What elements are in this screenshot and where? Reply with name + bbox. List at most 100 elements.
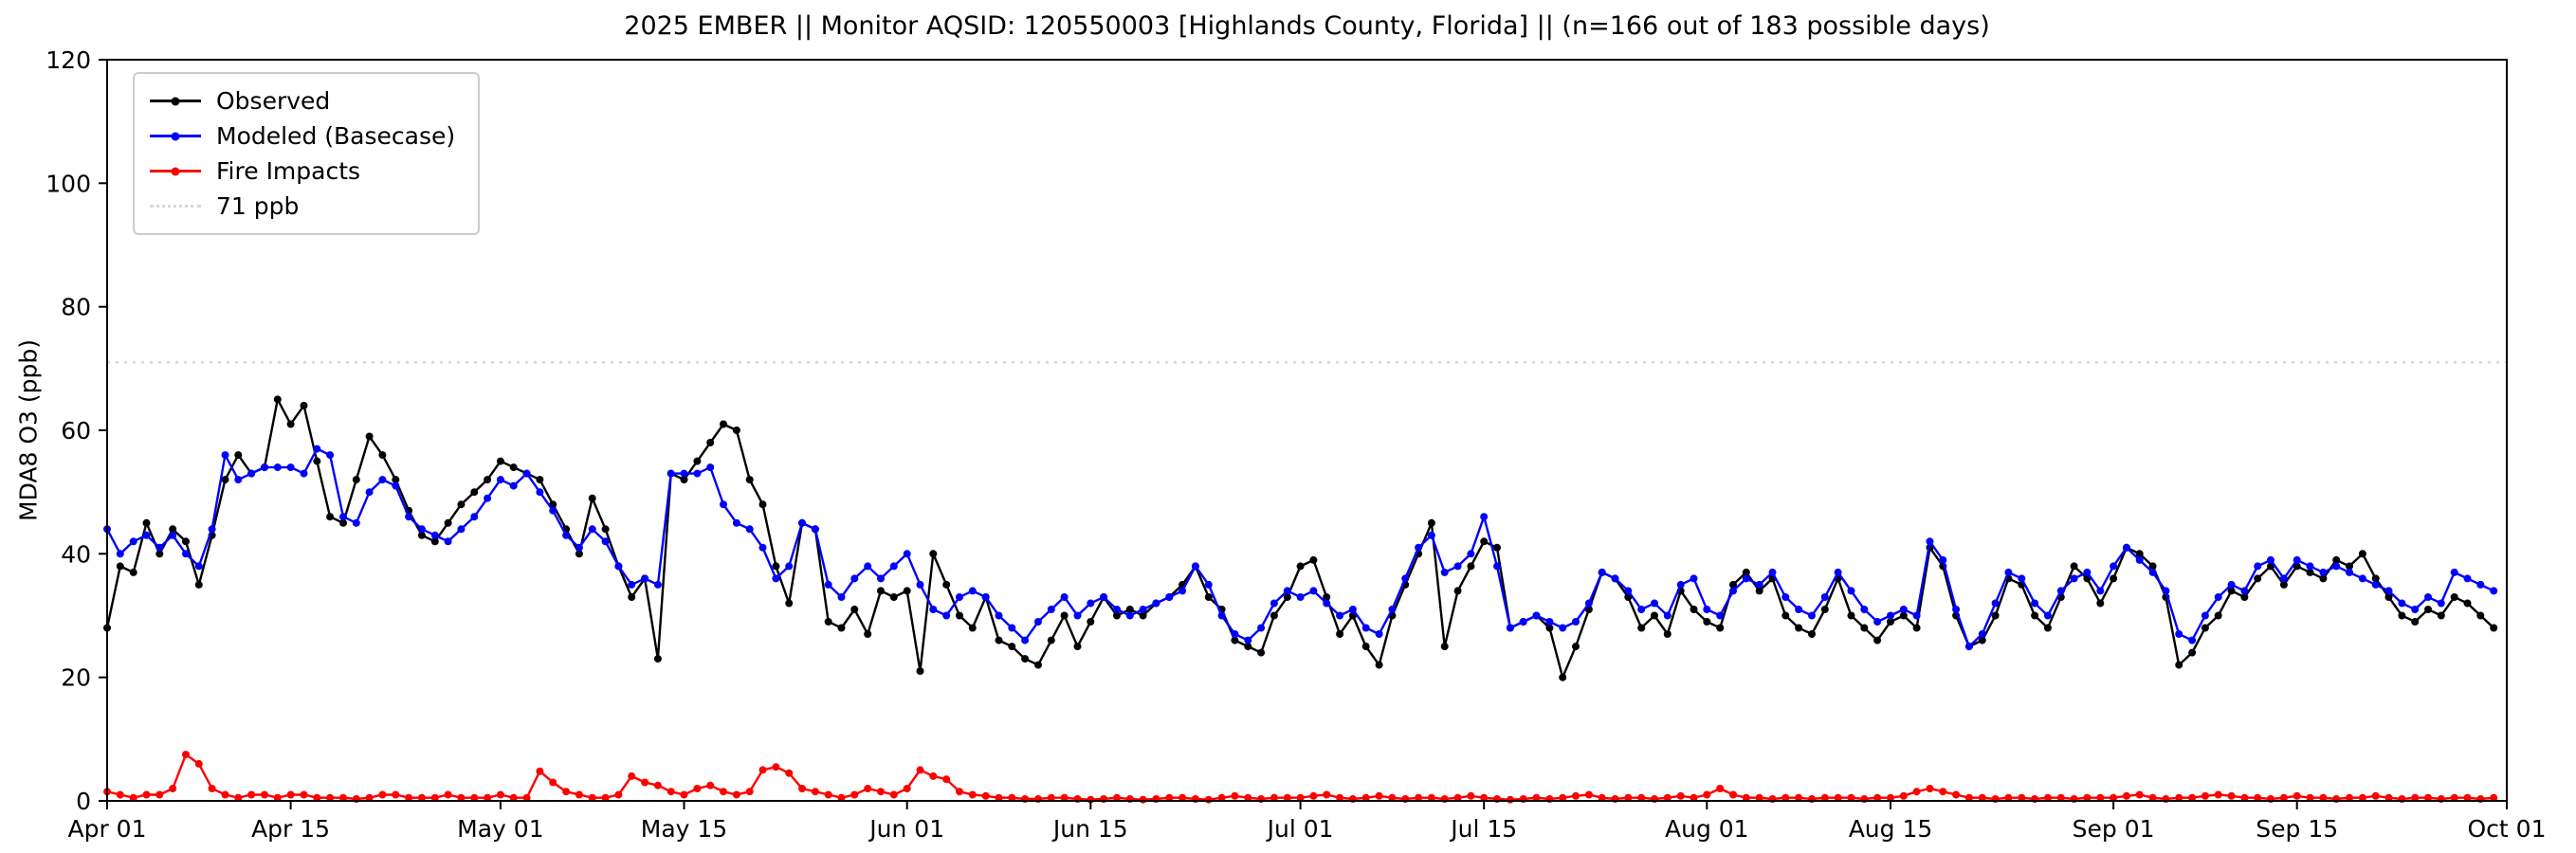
point-observed bbox=[785, 599, 794, 608]
point-fire-impacts bbox=[2122, 791, 2130, 800]
point-modeled-basecase bbox=[2135, 555, 2144, 564]
point-modeled-basecase bbox=[1795, 606, 1803, 613]
point-modeled-basecase bbox=[2018, 574, 2026, 583]
point-observed bbox=[155, 550, 164, 558]
point-observed bbox=[169, 525, 177, 534]
point-modeled-basecase bbox=[1545, 618, 1554, 626]
point-fire-impacts bbox=[772, 763, 780, 771]
point-observed bbox=[300, 401, 308, 409]
point-modeled-basecase bbox=[169, 531, 177, 539]
point-fire-impacts bbox=[1047, 793, 1055, 802]
point-fire-impacts bbox=[1598, 793, 1606, 802]
point-observed bbox=[1323, 593, 1331, 601]
point-observed bbox=[929, 550, 938, 558]
point-observed bbox=[1453, 587, 1462, 595]
point-modeled-basecase bbox=[1493, 562, 1501, 571]
point-modeled-basecase bbox=[496, 476, 504, 484]
point-fire-impacts bbox=[889, 790, 898, 799]
point-modeled-basecase bbox=[2254, 562, 2262, 571]
point-modeled-basecase bbox=[1283, 587, 1291, 595]
point-observed bbox=[2148, 562, 2157, 571]
point-fire-impacts bbox=[942, 775, 951, 784]
point-fire-impacts bbox=[903, 785, 911, 792]
point-observed bbox=[1467, 562, 1475, 571]
point-fire-impacts bbox=[2148, 793, 2157, 802]
point-fire-impacts bbox=[1978, 793, 1986, 802]
point-fire-impacts bbox=[1964, 793, 1973, 802]
point-modeled-basecase bbox=[2476, 580, 2485, 589]
point-fire-impacts bbox=[614, 790, 623, 799]
point-observed bbox=[889, 593, 898, 601]
point-modeled-basecase bbox=[2279, 574, 2288, 583]
legend-item-fire-impacts: Fire Impacts bbox=[150, 154, 455, 189]
point-observed bbox=[2346, 562, 2353, 571]
point-fire-impacts bbox=[2279, 793, 2288, 802]
point-modeled-basecase bbox=[1729, 587, 1737, 595]
point-observed bbox=[430, 537, 439, 546]
point-observed bbox=[1231, 636, 1239, 644]
point-modeled-basecase bbox=[1952, 606, 1961, 613]
legend-item-modeled-basecase: Modeled (Basecase) bbox=[150, 118, 455, 154]
point-modeled-basecase bbox=[1899, 606, 1908, 613]
point-observed bbox=[758, 500, 767, 509]
y-tick-label: 0 bbox=[76, 788, 91, 815]
x-tick-label: May 01 bbox=[457, 815, 543, 843]
point-modeled-basecase bbox=[1559, 624, 1567, 632]
point-observed bbox=[2201, 624, 2209, 632]
point-observed bbox=[575, 550, 583, 558]
point-modeled-basecase bbox=[484, 494, 492, 502]
point-fire-impacts bbox=[2110, 793, 2118, 802]
point-modeled-basecase bbox=[536, 488, 544, 497]
point-observed bbox=[2043, 624, 2052, 632]
point-modeled-basecase bbox=[1742, 574, 1750, 583]
point-fire-impacts bbox=[916, 766, 924, 774]
legend-item-observed: Observed bbox=[150, 83, 455, 118]
point-modeled-basecase bbox=[1860, 606, 1869, 613]
point-modeled-basecase bbox=[1034, 618, 1042, 626]
point-fire-impacts bbox=[365, 793, 374, 802]
point-modeled-basecase bbox=[1178, 587, 1187, 595]
point-observed bbox=[234, 451, 243, 460]
point-fire-impacts bbox=[2214, 790, 2222, 799]
point-fire-impacts bbox=[1113, 793, 1121, 802]
point-fire-impacts bbox=[405, 793, 413, 802]
point-observed bbox=[1021, 655, 1030, 663]
point-modeled-basecase bbox=[1663, 611, 1672, 620]
point-modeled-basecase bbox=[221, 451, 229, 460]
point-fire-impacts bbox=[430, 793, 439, 802]
point-fire-impacts bbox=[732, 790, 740, 799]
x-tick-label: Oct 01 bbox=[2468, 815, 2547, 843]
point-modeled-basecase bbox=[614, 562, 623, 571]
point-modeled-basecase bbox=[142, 531, 151, 539]
point-modeled-basecase bbox=[2056, 587, 2065, 595]
point-modeled-basecase bbox=[1191, 562, 1199, 571]
point-observed bbox=[365, 432, 374, 441]
point-observed bbox=[1060, 611, 1069, 620]
point-fire-impacts bbox=[1676, 791, 1685, 800]
point-observed bbox=[837, 624, 846, 632]
point-modeled-basecase bbox=[444, 537, 452, 546]
point-observed bbox=[2214, 611, 2222, 620]
point-fire-impacts bbox=[2096, 793, 2105, 802]
point-modeled-basecase bbox=[405, 513, 413, 521]
point-observed bbox=[1729, 580, 1737, 589]
point-observed bbox=[1440, 643, 1449, 651]
point-observed bbox=[509, 463, 518, 472]
point-observed bbox=[1860, 624, 1869, 632]
point-fire-impacts bbox=[221, 790, 229, 799]
point-fire-impacts bbox=[575, 790, 583, 799]
point-fire-impacts bbox=[1703, 790, 1711, 799]
point-modeled-basecase bbox=[417, 525, 426, 534]
point-observed bbox=[1978, 636, 1986, 644]
point-modeled-basecase bbox=[1834, 568, 1842, 576]
point-modeled-basecase bbox=[300, 469, 308, 478]
point-modeled-basecase bbox=[1348, 606, 1357, 613]
point-modeled-basecase bbox=[1964, 643, 1973, 651]
point-modeled-basecase bbox=[2332, 562, 2341, 571]
point-observed bbox=[1257, 648, 1266, 657]
point-fire-impacts bbox=[1781, 793, 1790, 802]
point-fire-impacts bbox=[313, 793, 321, 802]
point-observed bbox=[1637, 624, 1646, 632]
point-modeled-basecase bbox=[653, 580, 662, 589]
point-fire-impacts bbox=[392, 790, 400, 799]
